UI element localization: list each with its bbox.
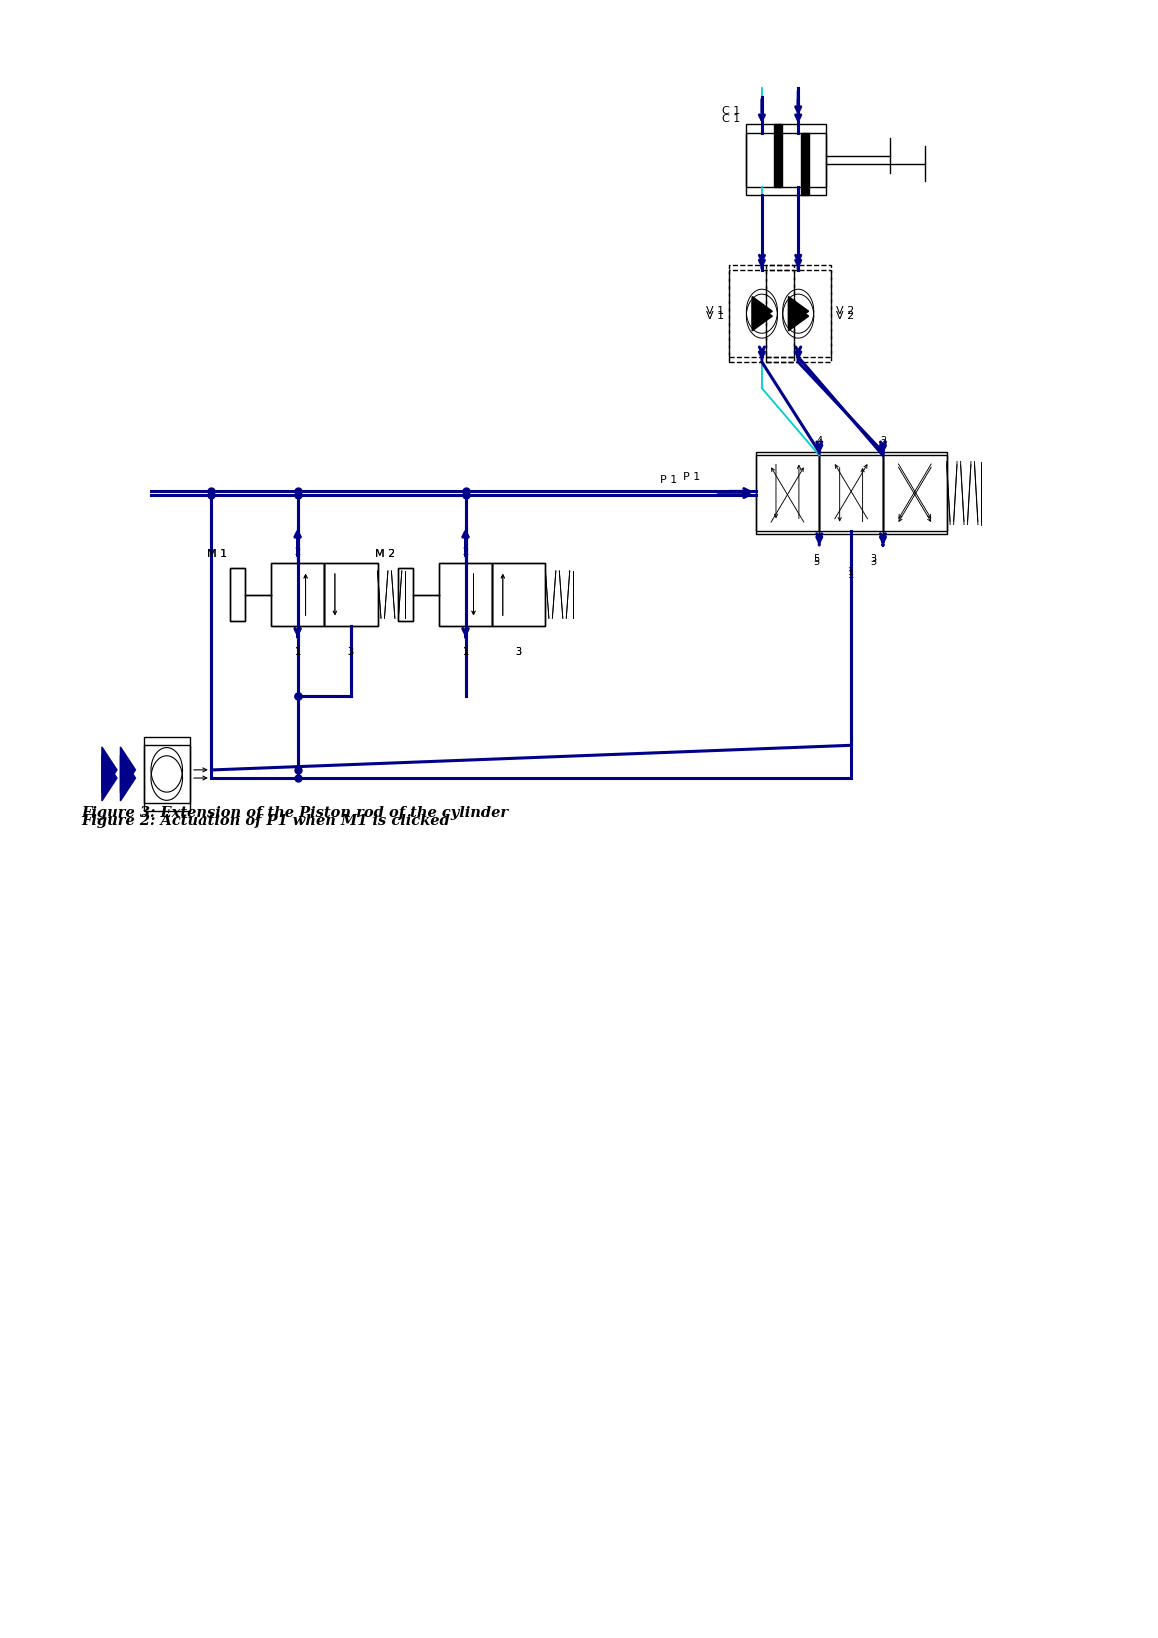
Text: Figure 2: Actuation of P1 when M1 is clicked: Figure 2: Actuation of P1 when M1 is cli… (81, 814, 449, 829)
Polygon shape (753, 296, 772, 326)
Bar (819, 455, 882, 534)
Bar (755, 452, 819, 531)
Bar (144, 745, 190, 811)
Text: M 1: M 1 (207, 549, 227, 559)
Polygon shape (753, 301, 772, 331)
Text: 5: 5 (813, 557, 819, 567)
Text: C 1: C 1 (721, 106, 740, 116)
Bar (230, 568, 245, 621)
Text: 3: 3 (871, 554, 877, 563)
Text: 3: 3 (515, 647, 522, 657)
Text: M 2: M 2 (375, 549, 395, 559)
Text: 2: 2 (294, 547, 301, 557)
Bar (746, 133, 827, 195)
Text: 2: 2 (462, 547, 469, 557)
Bar (882, 452, 946, 531)
Text: 1: 1 (462, 647, 469, 657)
Bar (755, 455, 819, 534)
Text: V 1: V 1 (705, 311, 724, 321)
Bar (230, 568, 245, 621)
Text: V 2: V 2 (836, 306, 855, 316)
Text: 3: 3 (347, 647, 354, 657)
Polygon shape (120, 747, 135, 793)
Bar (730, 270, 794, 362)
Polygon shape (102, 747, 117, 793)
Text: 2: 2 (880, 439, 886, 449)
Bar (271, 563, 324, 626)
Bar (774, 124, 782, 187)
Text: P 1: P 1 (660, 475, 676, 485)
Bar (492, 563, 545, 626)
Text: M 2: M 2 (375, 549, 395, 559)
Bar (765, 270, 830, 362)
Polygon shape (789, 301, 808, 331)
Text: 2: 2 (294, 547, 301, 557)
Bar (439, 563, 492, 626)
Bar (144, 737, 190, 803)
Text: 5: 5 (813, 554, 819, 563)
Bar (800, 133, 808, 195)
Text: P 1: P 1 (683, 472, 699, 482)
Bar (492, 563, 545, 626)
Bar (324, 563, 378, 626)
Bar (730, 265, 794, 357)
Bar (819, 452, 882, 531)
Text: 2: 2 (462, 547, 469, 557)
Text: 1: 1 (294, 647, 301, 657)
Text: V 1: V 1 (705, 306, 724, 316)
Bar (398, 568, 413, 621)
Text: 2: 2 (880, 436, 886, 446)
Bar (765, 265, 830, 357)
Text: C 1: C 1 (721, 115, 740, 124)
Text: 1: 1 (462, 647, 469, 657)
Text: 3: 3 (871, 557, 877, 567)
Bar (882, 455, 946, 534)
Bar (439, 563, 492, 626)
Polygon shape (789, 296, 808, 326)
Text: 1: 1 (848, 570, 855, 580)
Text: Figure 3: Extension of the Piston rod of the cylinder: Figure 3: Extension of the Piston rod of… (81, 806, 508, 821)
Text: 3: 3 (515, 647, 522, 657)
Bar (398, 568, 413, 621)
Polygon shape (120, 755, 135, 801)
Bar (324, 563, 378, 626)
Text: 1: 1 (848, 567, 855, 577)
Bar (746, 124, 827, 187)
Text: 4: 4 (816, 436, 822, 446)
Bar (271, 563, 324, 626)
Text: 4: 4 (816, 439, 822, 449)
Text: V 2: V 2 (836, 311, 855, 321)
Text: 3: 3 (347, 647, 354, 657)
Polygon shape (102, 755, 117, 801)
Text: 1: 1 (294, 647, 301, 657)
Text: M 1: M 1 (207, 549, 227, 559)
